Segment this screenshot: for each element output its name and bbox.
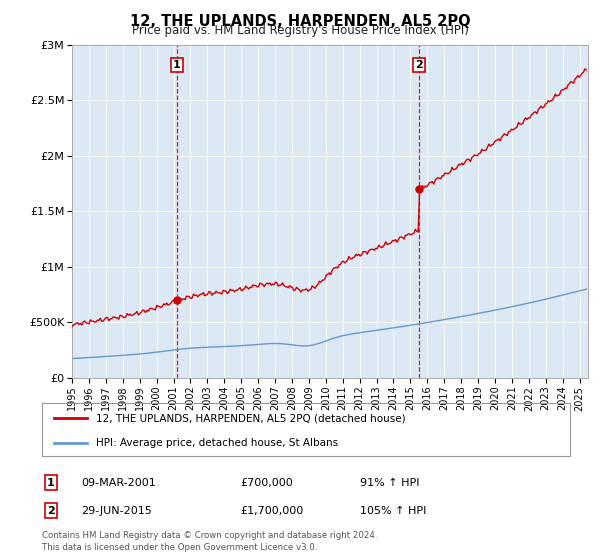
Text: 09-MAR-2001: 09-MAR-2001 [81,478,156,488]
Text: Price paid vs. HM Land Registry's House Price Index (HPI): Price paid vs. HM Land Registry's House … [131,24,469,37]
Text: 2: 2 [47,506,55,516]
Text: 29-JUN-2015: 29-JUN-2015 [81,506,152,516]
Text: 105% ↑ HPI: 105% ↑ HPI [360,506,427,516]
Text: 1: 1 [47,478,55,488]
Text: 91% ↑ HPI: 91% ↑ HPI [360,478,419,488]
Text: 1: 1 [173,60,181,70]
Text: This data is licensed under the Open Government Licence v3.0.: This data is licensed under the Open Gov… [42,543,317,552]
Text: Contains HM Land Registry data © Crown copyright and database right 2024.: Contains HM Land Registry data © Crown c… [42,531,377,540]
Text: £1,700,000: £1,700,000 [240,506,303,516]
Text: HPI: Average price, detached house, St Albans: HPI: Average price, detached house, St A… [96,438,338,448]
Text: 12, THE UPLANDS, HARPENDEN, AL5 2PQ: 12, THE UPLANDS, HARPENDEN, AL5 2PQ [130,14,470,29]
Text: £700,000: £700,000 [240,478,293,488]
Text: 12, THE UPLANDS, HARPENDEN, AL5 2PQ (detached house): 12, THE UPLANDS, HARPENDEN, AL5 2PQ (det… [96,413,406,423]
Text: 2: 2 [415,60,422,70]
